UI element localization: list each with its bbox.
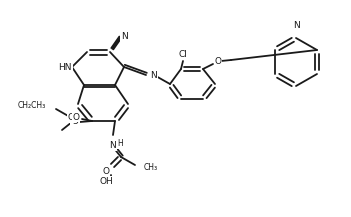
Text: OH: OH (99, 176, 113, 186)
Text: N: N (150, 71, 157, 79)
Text: CH₂CH₃: CH₂CH₃ (18, 100, 46, 110)
Text: N: N (121, 32, 128, 41)
Text: N: N (293, 21, 299, 30)
Text: Cl: Cl (179, 50, 187, 59)
Text: O: O (73, 112, 79, 122)
Text: CH₃: CH₃ (144, 163, 158, 171)
Text: H: H (117, 139, 123, 148)
Text: N: N (110, 141, 117, 150)
Text: HN: HN (59, 62, 72, 71)
Text: O: O (214, 56, 221, 66)
Text: O: O (67, 113, 74, 123)
Text: O: O (102, 166, 110, 176)
Text: O: O (72, 117, 79, 127)
